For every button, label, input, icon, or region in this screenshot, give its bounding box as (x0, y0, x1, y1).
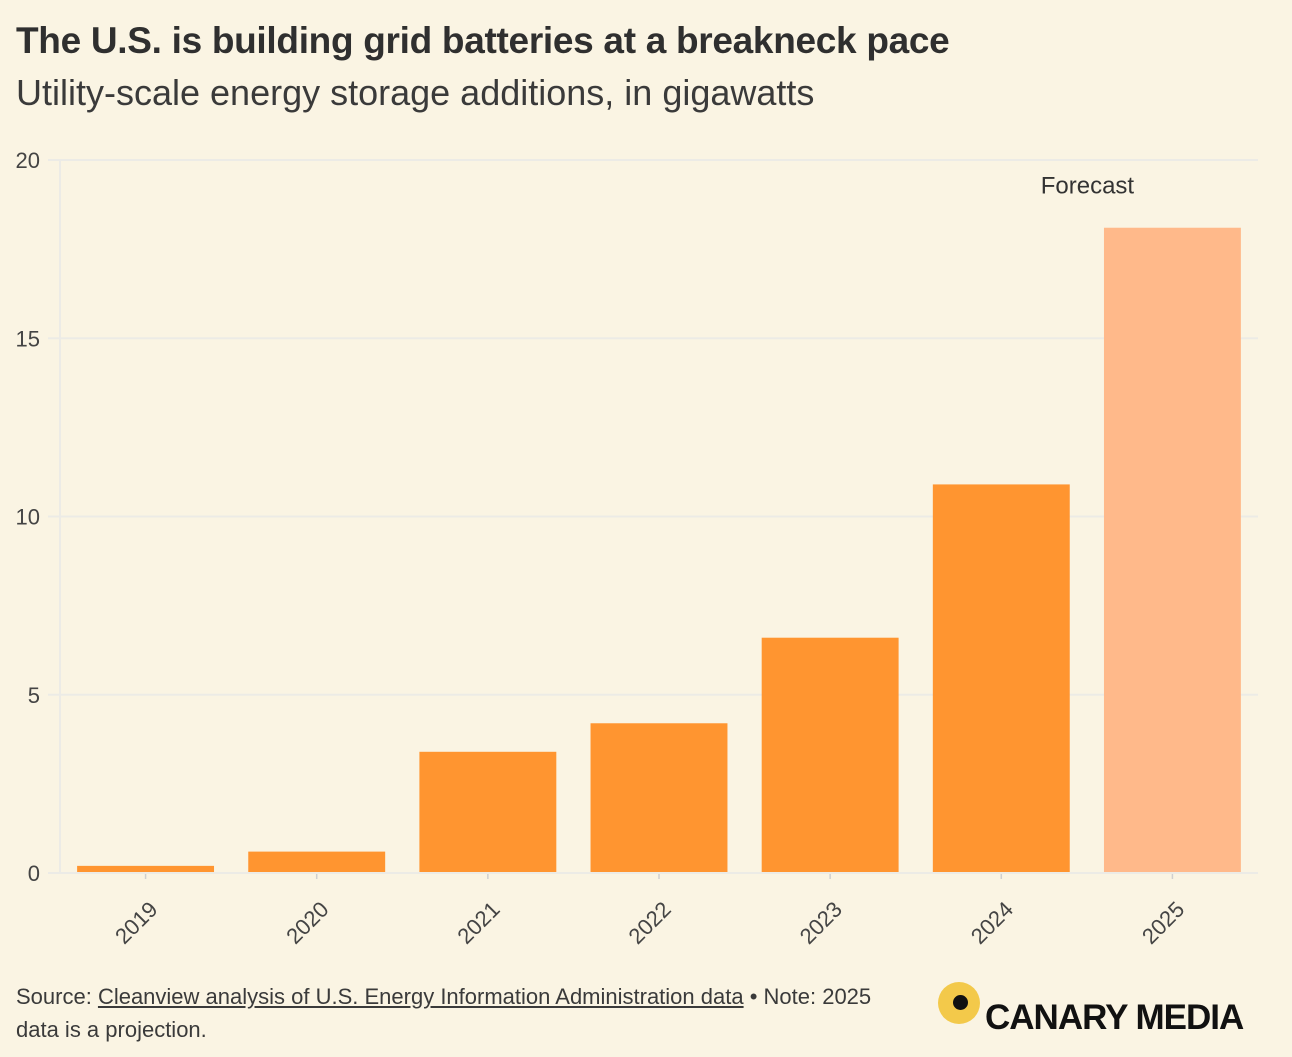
y-tick-label: 5 (28, 683, 40, 708)
y-tick-label: 10 (16, 505, 40, 530)
forecast-annotation: Forecast (1041, 173, 1135, 200)
source-prefix: Source: (16, 984, 98, 1009)
x-tick-label: 2025 (1137, 897, 1189, 949)
bar-2019 (77, 865, 215, 873)
x-tick-label: 2019 (110, 897, 162, 949)
bar-2021 (419, 751, 557, 873)
x-tick-label: 2023 (795, 897, 847, 949)
source-link[interactable]: Cleanview analysis of U.S. Energy Inform… (97, 984, 744, 1009)
bar-2025 (1103, 227, 1241, 874)
bar-2024 (932, 484, 1070, 873)
bar-chart: 0 5 10 15 20 2019 2020 2021 2022 2023 2024 2025 Fore… (16, 148, 1258, 949)
canary-media-logo[interactable]: CANARY MEDIA (938, 982, 1283, 1042)
y-tick-label: 15 (16, 326, 40, 351)
x-tick-label: 2022 (624, 897, 676, 949)
chart-title: The U.S. is building grid batteries at a… (16, 20, 950, 61)
y-tick-label: 0 (28, 861, 40, 886)
chart-subtitle: Utility-scale energy storage additions, … (16, 72, 815, 113)
logo-circle-icon (938, 982, 980, 1024)
y-tick-label: 20 (16, 148, 40, 173)
logo-text: CANARY MEDIA (985, 998, 1244, 1037)
note-text: • Note: 2025 data is a projection. (16, 984, 872, 1042)
bar-2022 (590, 723, 728, 873)
x-tick-label: 2020 (281, 897, 333, 949)
x-tick-label: 2021 (452, 897, 504, 949)
footer-note: Source: Cleanview analysis of U.S. Energ… (16, 980, 916, 1046)
logo-dot-icon (953, 995, 968, 1010)
x-tick-label: 2024 (966, 897, 1018, 949)
bar-2023 (761, 637, 899, 873)
bar-2020 (248, 851, 386, 873)
